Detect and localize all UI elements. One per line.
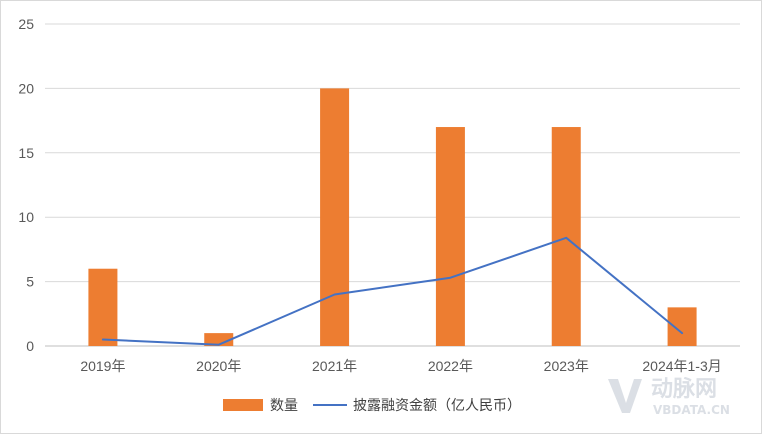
bar-series — [88, 88, 697, 347]
legend-label-bar: 数量 — [270, 398, 298, 414]
bar — [667, 307, 697, 346]
y-tick-label: 25 — [18, 16, 34, 32]
y-tick-label: 5 — [26, 274, 34, 290]
x-tick-label: 2023年 — [544, 358, 589, 374]
x-tick-label: 2019年 — [80, 358, 125, 374]
line-path — [101, 236, 684, 346]
y-tick-label: 15 — [18, 145, 34, 161]
x-tick-label: 2022年 — [428, 358, 473, 374]
y-tick-label: 20 — [18, 80, 34, 96]
y-tick-label: 10 — [18, 209, 34, 225]
watermark-url: VBDATA.CN — [653, 403, 730, 417]
bar — [88, 268, 118, 346]
bar — [435, 127, 465, 346]
x-tick-label: 2024年1-3月 — [642, 358, 721, 374]
bar — [551, 127, 581, 346]
x-axis-ticks: 2019年 2020年 2021年 2022年 2023年 2024年1-3月 — [80, 358, 721, 374]
watermark-brand: 动脉网 — [651, 377, 717, 402]
y-axis-ticks: 0 5 10 15 20 25 — [18, 16, 34, 354]
legend-label-line: 披露融资金额（亿人民币） — [353, 398, 521, 414]
line-series — [101, 236, 684, 346]
gridlines — [45, 23, 740, 347]
legend-swatch-bar — [223, 399, 263, 411]
legend: 数量 披露融资金额（亿人民币） — [223, 398, 521, 414]
y-tick-label: 0 — [26, 338, 34, 354]
vb-logo-icon — [608, 379, 642, 413]
x-tick-label: 2021年 — [312, 358, 357, 374]
x-tick-label: 2020年 — [196, 358, 241, 374]
bar — [320, 88, 350, 347]
bar — [204, 333, 234, 346]
watermark-logo: 动脉网 VBDATA.CN — [608, 377, 730, 417]
